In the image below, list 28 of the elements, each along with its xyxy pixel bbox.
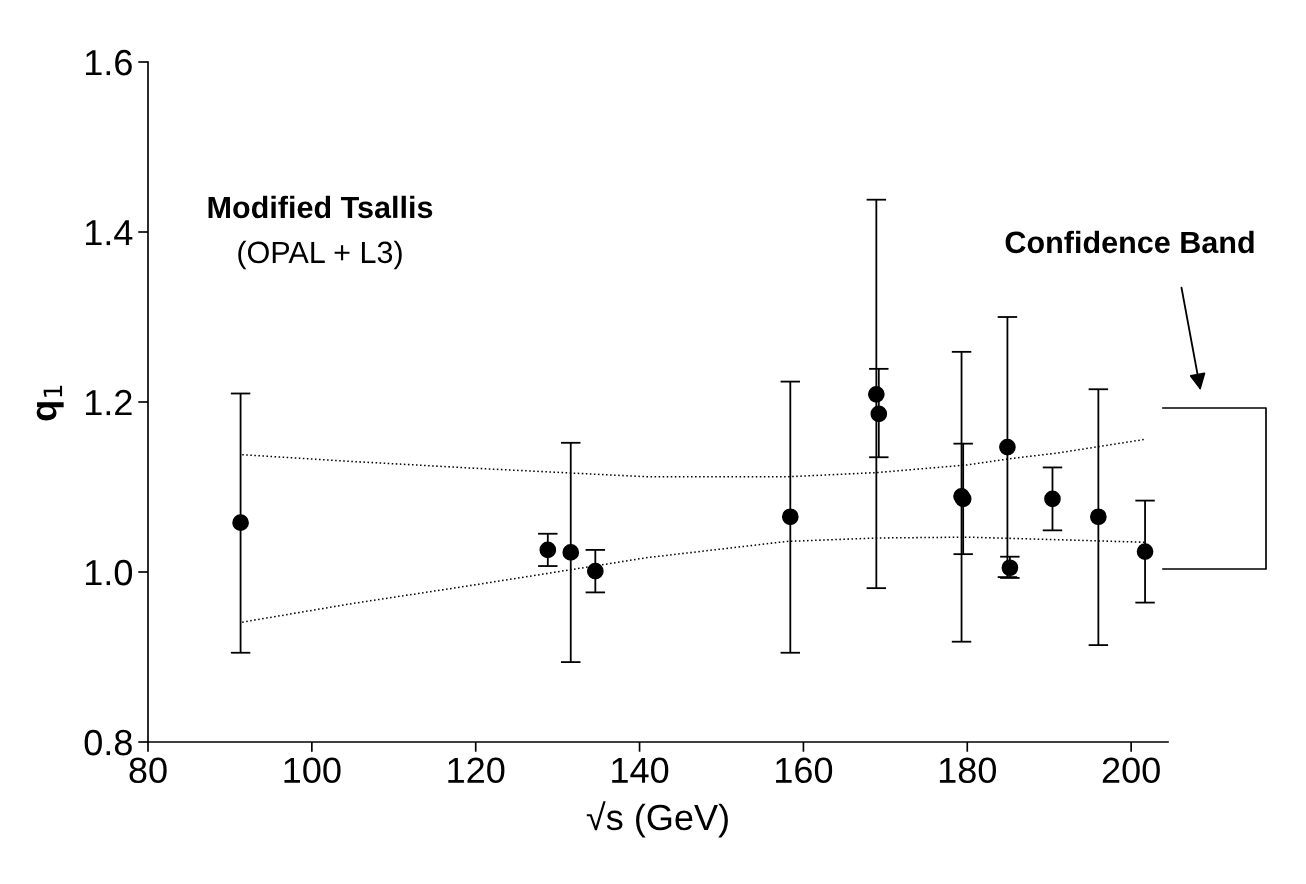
annotation: Modified Tsallis [208,195,433,219]
y-tick-label: 1.2 [85,389,132,416]
x-tick-label: 200 [1102,757,1160,784]
y-tick-label: 1.0 [85,559,133,586]
x-axis-title: √s (GeV) [586,801,728,838]
x-tick-label: 120 [448,757,505,784]
x-tick-label: 160 [776,757,833,784]
annotation: (OPAL + L3) [238,240,402,270]
point [1090,508,1107,526]
y-tick-label: 0.8 [84,729,132,756]
point [781,508,799,526]
point [1044,490,1061,508]
point [232,514,249,532]
point [562,544,580,561]
y-tick-label: 1.4 [85,220,133,246]
point [868,386,885,403]
x-tick-label: 180 [939,757,996,784]
point [999,438,1016,456]
point [870,405,888,423]
point [586,562,604,580]
x-tick-label: 140 [612,757,669,784]
x-tick-label: 100 [284,757,341,784]
annotation: Confidence Band [1005,230,1254,254]
y-axis-title: q$_{1}$ [36,385,64,421]
point [1136,543,1154,560]
point [539,541,557,559]
y-tick-label: 1.6 [85,49,132,76]
x-tick-label: 80 [129,757,167,784]
